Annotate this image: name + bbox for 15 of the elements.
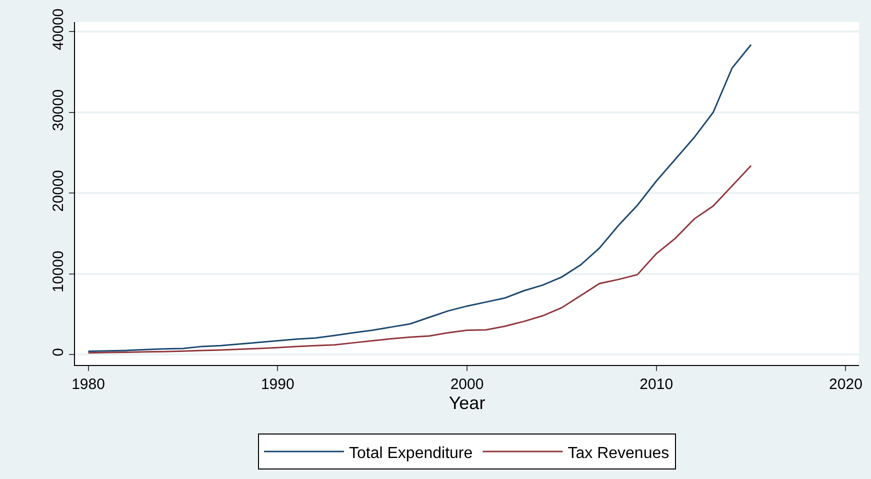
line-series xyxy=(88,44,752,352)
y-tick-label: 10000 xyxy=(50,250,67,292)
y-tick-label: 20000 xyxy=(50,170,67,212)
y-tick-label: 40000 xyxy=(50,8,67,50)
x-tick-label: 2020 xyxy=(829,376,862,393)
y-tick-label: 30000 xyxy=(50,89,67,131)
legend-label: Total Expenditure xyxy=(349,444,473,462)
x-tick-label: 2010 xyxy=(640,376,674,393)
x-tick-label: 2000 xyxy=(450,376,484,393)
x-tick-label: 1990 xyxy=(260,376,294,393)
x-tick-label: 1980 xyxy=(72,376,105,393)
line-series xyxy=(88,164,752,354)
x-axis-title: Year xyxy=(448,393,486,413)
legend-label: Tax Revenues xyxy=(568,444,670,462)
y-tick-label: 0 xyxy=(50,348,67,356)
